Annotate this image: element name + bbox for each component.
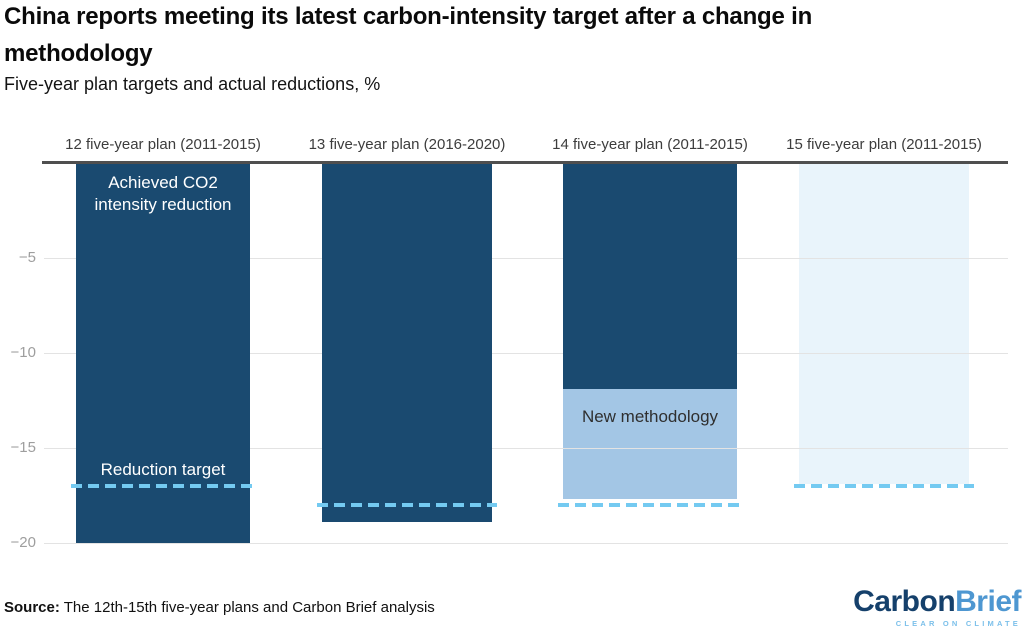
y-tick-label: −15 (10, 439, 36, 456)
target-dash-line (71, 484, 255, 488)
bar-segment (799, 163, 969, 485)
bar-segment (563, 163, 737, 390)
gridline (44, 352, 1008, 354)
y-tick-label: −20 (10, 534, 36, 551)
column-header: 13 five-year plan (2016-2020) (308, 136, 506, 153)
gridline (44, 447, 1008, 449)
y-tick-label: −10 (10, 344, 36, 361)
target-dash-line (558, 503, 742, 507)
chart-subtitle: Five-year plan targets and actual reduct… (4, 74, 381, 94)
logo-tagline: CLEAR ON CLIMATE (895, 619, 1021, 628)
target-dash-line (794, 484, 974, 488)
new-methodology-annotation: New methodology (581, 407, 719, 426)
gridline (44, 542, 1008, 544)
target-dash-line (317, 503, 497, 507)
bar-segment (76, 163, 250, 543)
source-note: Source: The 12th-15th five-year plans an… (4, 599, 435, 616)
gridline (44, 257, 1008, 259)
y-tick-label: −5 (18, 249, 36, 266)
source-text: The 12th-15th five-year plans and Carbon… (59, 599, 435, 616)
bar-segment (563, 389, 737, 500)
column-header: 12 five-year plan (2011-2015) (65, 136, 261, 153)
chart-title: China reports meeting its latest carbon-… (4, 3, 813, 67)
bar-segment (322, 163, 492, 523)
column-header: 14 five-year plan (2011-2015) (552, 136, 748, 153)
source-label: Source: (4, 599, 60, 616)
carbonbrief-wordmark: CarbonBrief (853, 587, 1021, 617)
x-axis-line (42, 161, 1008, 164)
carbonbrief-logo: CarbonBrief CLEAR ON CLIMATE (853, 587, 1021, 629)
reduction-target-annotation: Reduction target (100, 460, 226, 479)
logo-brief: Brief (955, 585, 1021, 618)
achieved-co2-annotation: Achieved CO2 intensity reduction (94, 173, 232, 214)
column-header: 15 five-year plan (2011-2015) (786, 136, 982, 153)
logo-carbon: Carbon (853, 585, 956, 618)
